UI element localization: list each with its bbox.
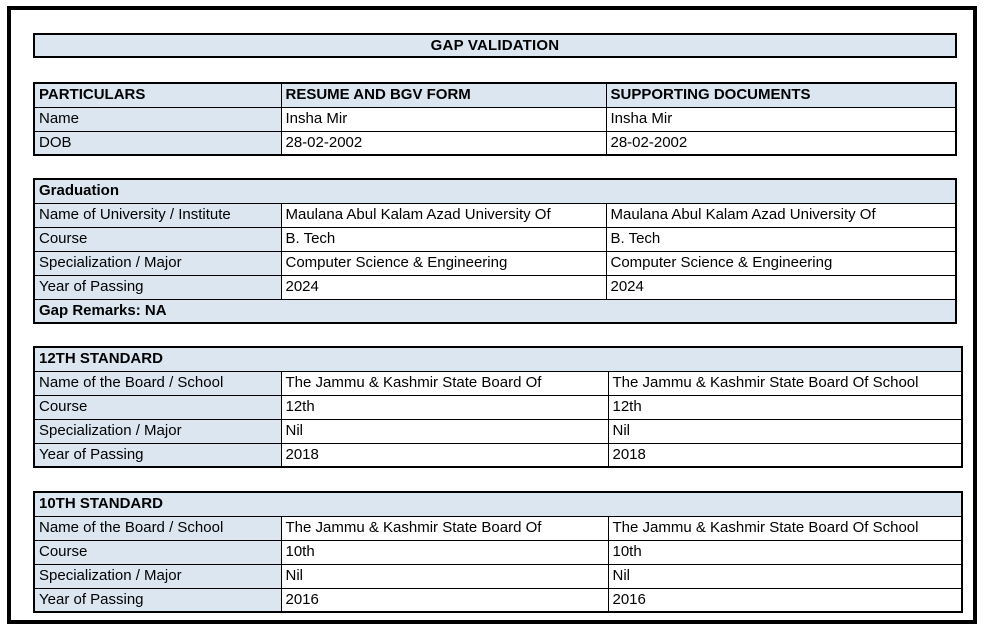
row-label: Specialization / Major — [33, 418, 282, 444]
supporting-value: Maulana Abul Kalam Azad University Of — [605, 202, 957, 228]
resume-value: Maulana Abul Kalam Azad University Of — [280, 202, 607, 228]
table-row: Name of University / Institute Maulana A… — [33, 202, 957, 228]
row-label: Name of University / Institute — [33, 202, 282, 228]
supporting-value: 28-02-2002 — [605, 130, 957, 156]
supporting-value: Nil — [607, 563, 963, 589]
resume-value: 2016 — [280, 587, 609, 613]
row-label: Specialization / Major — [33, 563, 282, 589]
section-title: Graduation — [33, 178, 957, 204]
supporting-value: 2024 — [605, 274, 957, 300]
table-row: Name of the Board / School The Jammu & K… — [33, 515, 963, 541]
section-header-row: 10TH STANDARD — [33, 491, 963, 517]
supporting-value: 12th — [607, 394, 963, 420]
row-label: Year of Passing — [33, 274, 282, 300]
particulars-table: PARTICULARS RESUME AND BGV FORM SUPPORTI… — [33, 82, 957, 156]
row-label: Course — [33, 394, 282, 420]
table-row: Course 10th 10th — [33, 539, 963, 565]
table-row: Name of the Board / School The Jammu & K… — [33, 370, 963, 396]
resume-value: Nil — [280, 563, 609, 589]
table-row: DOB 28-02-2002 28-02-2002 — [33, 130, 957, 156]
table-header-row: PARTICULARS RESUME AND BGV FORM SUPPORTI… — [33, 82, 957, 108]
resume-value: 10th — [280, 539, 609, 565]
section-title: 12TH STANDARD — [33, 346, 963, 372]
resume-value: 12th — [280, 394, 609, 420]
resume-value: Computer Science & Engineering — [280, 250, 607, 276]
table-row: Specialization / Major Computer Science … — [33, 250, 957, 276]
supporting-value: 2018 — [607, 442, 963, 468]
supporting-value: The Jammu & Kashmir State Board Of Schoo… — [607, 515, 963, 541]
section-title: 10TH STANDARD — [33, 491, 963, 517]
row-label: Course — [33, 539, 282, 565]
page-title: GAP VALIDATION — [33, 33, 957, 58]
gap-remarks-row: Gap Remarks: NA — [33, 298, 957, 324]
supporting-value: 2016 — [607, 587, 963, 613]
row-label: Name — [33, 106, 282, 132]
resume-value: The Jammu & Kashmir State Board Of — [280, 515, 609, 541]
supporting-value: Computer Science & Engineering — [605, 250, 957, 276]
supporting-value: 10th — [607, 539, 963, 565]
resume-value: B. Tech — [280, 226, 607, 252]
table-row: Name Insha Mir Insha Mir — [33, 106, 957, 132]
row-label: Year of Passing — [33, 587, 282, 613]
row-label: Name of the Board / School — [33, 370, 282, 396]
column-header-particulars: PARTICULARS — [33, 82, 282, 108]
graduation-table: Graduation Name of University / Institut… — [33, 178, 957, 324]
supporting-value: B. Tech — [605, 226, 957, 252]
tenth-standard-table: 10TH STANDARD Name of the Board / School… — [33, 491, 963, 613]
row-label: Specialization / Major — [33, 250, 282, 276]
column-header-resume: RESUME AND BGV FORM — [280, 82, 607, 108]
table-row: Year of Passing 2018 2018 — [33, 442, 963, 468]
row-label: Year of Passing — [33, 442, 282, 468]
table-row: Specialization / Major Nil Nil — [33, 418, 963, 444]
resume-value: 2018 — [280, 442, 609, 468]
section-header-row: Graduation — [33, 178, 957, 204]
resume-value: 2024 — [280, 274, 607, 300]
row-label: Course — [33, 226, 282, 252]
supporting-value: Insha Mir — [605, 106, 957, 132]
resume-value: 28-02-2002 — [280, 130, 607, 156]
table-row: Year of Passing 2016 2016 — [33, 587, 963, 613]
section-header-row: 12TH STANDARD — [33, 346, 963, 372]
row-label: DOB — [33, 130, 282, 156]
table-row: Year of Passing 2024 2024 — [33, 274, 957, 300]
row-label: Name of the Board / School — [33, 515, 282, 541]
supporting-value: The Jammu & Kashmir State Board Of Schoo… — [607, 370, 963, 396]
supporting-value: Nil — [607, 418, 963, 444]
table-row: Course B. Tech B. Tech — [33, 226, 957, 252]
resume-value: The Jammu & Kashmir State Board Of — [280, 370, 609, 396]
table-row: Course 12th 12th — [33, 394, 963, 420]
resume-value: Nil — [280, 418, 609, 444]
twelfth-standard-table: 12TH STANDARD Name of the Board / School… — [33, 346, 963, 468]
resume-value: Insha Mir — [280, 106, 607, 132]
gap-remarks: Gap Remarks: NA — [33, 298, 957, 324]
column-header-supporting: SUPPORTING DOCUMENTS — [605, 82, 957, 108]
table-row: Specialization / Major Nil Nil — [33, 563, 963, 589]
